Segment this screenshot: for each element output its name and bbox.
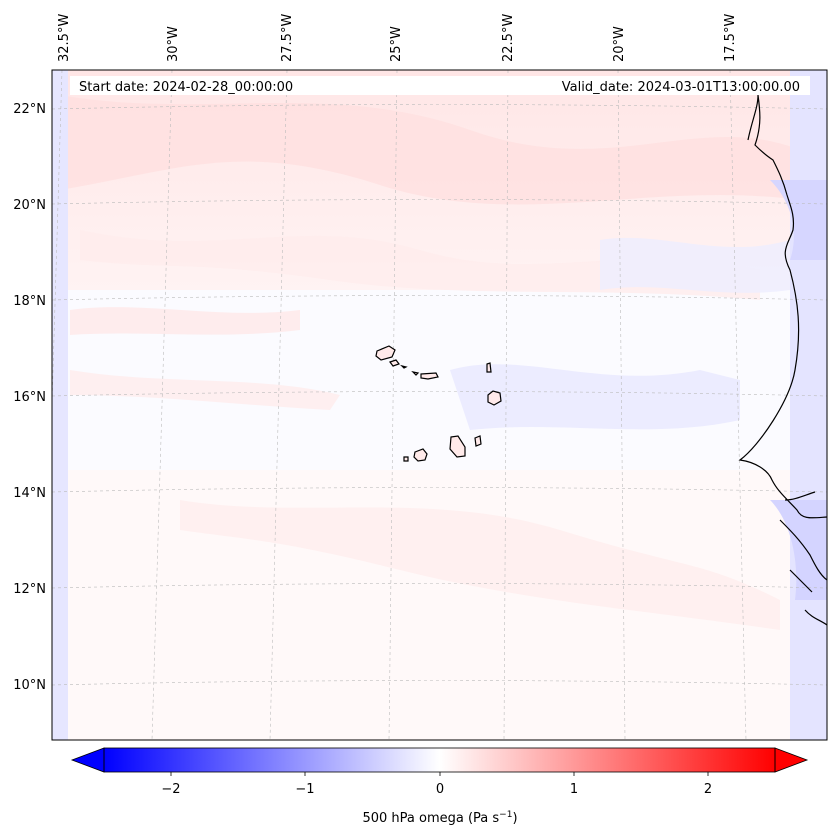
lat-label: 12°N: [13, 582, 46, 597]
colorbar-tick-label: −2: [161, 782, 180, 797]
positive-omega-patch: [180, 500, 780, 630]
island-santiago: [449, 435, 466, 458]
positive-omega-patch: [80, 230, 760, 300]
lon-label: 17.5°W: [723, 14, 738, 62]
colorbar-frame: [103, 747, 776, 773]
negative-omega-patch: [770, 180, 827, 260]
lon-label: 32.5°W: [57, 14, 72, 62]
west-africa-coastline: [738, 94, 827, 626]
lat-label: 20°N: [13, 198, 46, 213]
colorbar-ticks: [170, 772, 709, 776]
colorbar-tick-label: 0: [436, 782, 444, 797]
graticule: [52, 70, 827, 740]
island-sao-nicolau: [420, 372, 439, 380]
lon-label: 20°W: [612, 26, 627, 62]
negative-omega-patch: [450, 364, 740, 430]
island-islet: [411, 371, 420, 376]
valid-date-label: Valid_date: 2024-03-01T13:00:00.00: [562, 80, 800, 95]
lon-label: 27.5°W: [280, 14, 295, 62]
lat-label: 14°N: [13, 486, 46, 501]
parallel-10n: [52, 680, 827, 686]
meridian-20w: [617, 70, 626, 740]
lon-labels: 32.5°W 30°W 27.5°W 25°W 22.5°W 20°W 17.5…: [57, 14, 738, 62]
colorbar-tick-label: 2: [704, 782, 712, 797]
header-box: [70, 76, 810, 95]
negative-omega-patch: [770, 500, 827, 600]
meridian-30w: [151, 70, 173, 740]
colorbar-label: 500 hPa omega (Pa s−1): [362, 810, 517, 826]
positive-omega-patch: [60, 95, 800, 205]
colorbar-extend-max-arrow: [774, 747, 809, 773]
colorbar-tick-label: 1: [570, 782, 578, 797]
lon-label: 25°W: [389, 26, 404, 62]
negative-omega-edge-east: [790, 70, 827, 740]
parallel-14n: [52, 487, 827, 493]
lat-label: 16°N: [13, 390, 46, 405]
cape-verde-islands: [375, 345, 502, 462]
island-sal: [486, 362, 492, 373]
colorbar-gradient: [104, 748, 775, 772]
island-brava: [403, 456, 409, 462]
meridian-25w: [388, 70, 398, 740]
parallel-16n: [52, 391, 827, 397]
colorbar-tick-label: −1: [295, 782, 314, 797]
colorbar: −2 −1 0 1 2 500 hPa omega (Pa s−1): [70, 747, 809, 826]
lat-label: 18°N: [13, 294, 46, 309]
parallel-18n: [52, 295, 827, 301]
island-santa-luzia: [400, 364, 408, 369]
lat-labels: 22°N 20°N 18°N 16°N 14°N 12°N 10°N: [13, 102, 46, 693]
positive-omega-patch: [70, 370, 340, 410]
meridian-17-5w: [729, 70, 747, 740]
meridian-22-5w: [503, 70, 509, 740]
island-boa-vista: [487, 390, 502, 406]
island-fogo: [413, 448, 428, 462]
lat-label: 10°N: [13, 678, 46, 693]
start-date-label: Start date: 2024-02-28_00:00:00: [79, 80, 293, 95]
lon-label: 22.5°W: [501, 14, 516, 62]
island-maio: [474, 435, 482, 447]
lat-label: 22°N: [13, 102, 46, 117]
parallel-22n: [52, 104, 827, 110]
colorbar-extend-min-arrow: [70, 747, 105, 773]
map-area: [52, 70, 827, 740]
positive-omega-patch: [70, 307, 300, 335]
negative-omega-patch: [600, 237, 790, 293]
colorbar-tick-labels: −2 −1 0 1 2: [161, 782, 712, 797]
parallel-20n: [52, 199, 827, 205]
negative-omega-edge-west: [52, 70, 68, 740]
meridian-27-5w: [269, 70, 288, 740]
island-sao-vicente: [389, 359, 400, 367]
parallel-12n: [52, 583, 827, 589]
map-frame: [51, 69, 828, 741]
island-santo-antao: [375, 345, 396, 361]
lon-label: 30°W: [166, 26, 181, 62]
